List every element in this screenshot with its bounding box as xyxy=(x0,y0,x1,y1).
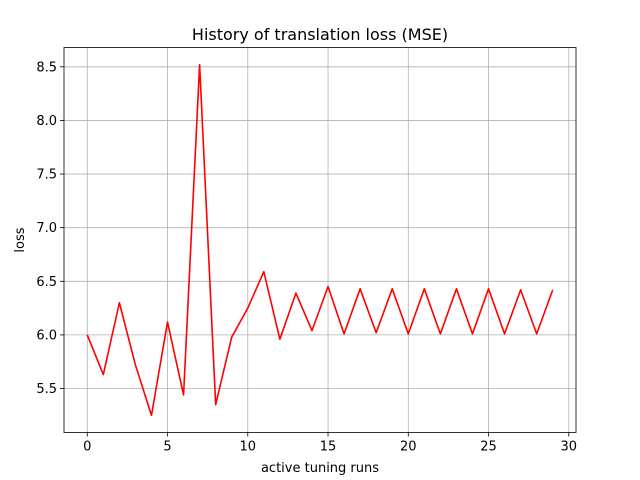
ticks: 0 5 10 15 20 25 30 5.5 6.0 6.5 7.0 7.5 8.0 8.5 xyxy=(36,60,577,454)
plot-frame xyxy=(63,47,577,433)
y-tick-label: 7.0 xyxy=(36,221,57,236)
y-tick-label: 8.0 xyxy=(36,114,57,129)
x-tick-label: 30 xyxy=(561,440,578,455)
y-tick-label: 7.5 xyxy=(36,168,57,183)
x-tick-label: 15 xyxy=(320,440,337,455)
chart-title: History of translation loss (MSE) xyxy=(192,25,448,44)
y-tick-label: 5.5 xyxy=(36,382,57,397)
x-tick-label: 25 xyxy=(480,440,497,455)
x-tick-label: 0 xyxy=(83,440,91,455)
x-axis-label: active tuning runs xyxy=(261,461,379,476)
x-tick-label: 10 xyxy=(240,440,257,455)
grid xyxy=(64,47,576,433)
y-tick-label: 6.0 xyxy=(36,328,57,343)
y-axis-label: loss xyxy=(13,227,28,252)
y-tick-label: 6.5 xyxy=(36,275,57,290)
y-tick-label: 8.5 xyxy=(36,60,57,75)
x-tick-label: 5 xyxy=(163,440,171,455)
loss-series-line xyxy=(86,63,554,417)
series-layer xyxy=(86,63,554,417)
x-tick-label: 20 xyxy=(400,440,417,455)
